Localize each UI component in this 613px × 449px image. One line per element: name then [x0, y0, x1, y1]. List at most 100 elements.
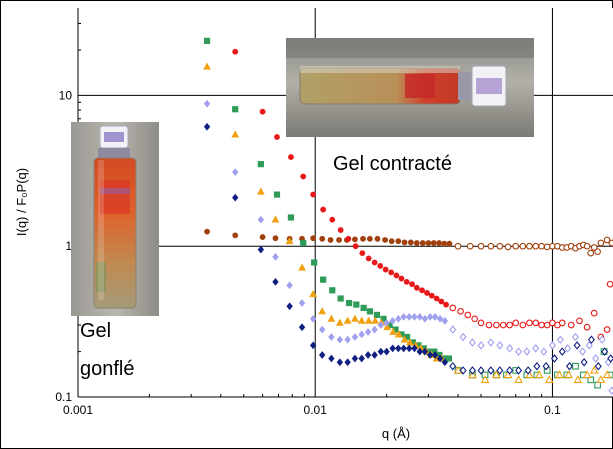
data-point — [337, 227, 344, 233]
data-point — [431, 351, 439, 359]
data-point — [512, 319, 520, 327]
data-point — [430, 240, 437, 246]
series-3 — [449, 280, 613, 341]
data-point — [257, 245, 265, 254]
data-point — [446, 240, 453, 247]
data-point — [519, 242, 527, 250]
data-point — [459, 332, 467, 342]
data-point — [587, 335, 595, 344]
data-point — [309, 341, 317, 350]
data-point — [394, 330, 403, 338]
x-axis-title: q (Å) — [382, 426, 410, 441]
data-point — [371, 316, 380, 324]
data-point — [232, 168, 239, 176]
data-point — [345, 235, 352, 242]
data-point — [336, 237, 342, 243]
data-point — [426, 351, 434, 359]
data-point — [468, 338, 476, 347]
data-point — [311, 259, 318, 266]
data-point — [204, 228, 210, 235]
data-point — [515, 366, 523, 375]
y-tick-label: 0.1 — [55, 390, 72, 404]
data-point — [441, 316, 449, 325]
data-point — [371, 325, 378, 334]
y-ticks: 0.1 1 10 — [55, 22, 81, 404]
data-point — [327, 314, 336, 322]
data-point — [286, 302, 293, 311]
data-point — [320, 206, 327, 213]
data-point — [533, 361, 541, 371]
data-point — [580, 357, 588, 367]
data-point — [310, 191, 317, 198]
data-point — [380, 315, 387, 322]
series-11 — [449, 335, 613, 375]
data-point — [565, 361, 574, 371]
data-point — [571, 332, 579, 342]
data-point — [329, 216, 336, 223]
data-point — [389, 344, 396, 353]
y-tick-label: 10 — [59, 88, 73, 102]
data-point — [538, 242, 545, 250]
data-point — [459, 366, 467, 375]
data-point — [413, 240, 420, 246]
data-point — [352, 243, 359, 250]
data-point — [438, 298, 445, 305]
data-point — [504, 243, 512, 251]
data-point — [443, 301, 449, 308]
photo-gel-gonfle — [71, 122, 159, 316]
data-point — [351, 354, 359, 363]
data-point — [556, 335, 564, 344]
data-point — [364, 328, 372, 336]
data-point — [383, 347, 390, 356]
data-point — [327, 237, 334, 243]
data-point — [453, 365, 463, 374]
data-point — [374, 235, 381, 242]
data-point — [515, 347, 523, 356]
data-point — [389, 316, 396, 325]
data-point — [318, 307, 327, 315]
data-point — [395, 314, 402, 323]
data-point — [336, 335, 344, 344]
data-point — [271, 215, 280, 223]
data-point — [601, 347, 609, 356]
data-point — [464, 311, 472, 319]
series-8 — [203, 99, 449, 344]
data-point — [319, 325, 326, 334]
data-point — [300, 239, 307, 247]
data-point — [523, 347, 531, 356]
data-point — [564, 370, 573, 379]
series-6 — [203, 62, 446, 362]
data-point — [544, 375, 554, 383]
data-point — [358, 330, 365, 339]
annotation-gel-gonfle-line2: gonflé — [80, 358, 135, 380]
data-point — [480, 375, 490, 383]
data-point — [457, 307, 464, 315]
data-point — [329, 287, 336, 294]
data-point — [351, 333, 359, 341]
data-point — [272, 235, 279, 242]
data-point — [366, 235, 373, 242]
data-point — [343, 316, 352, 324]
data-point — [388, 238, 395, 245]
data-point — [400, 335, 409, 343]
data-point — [594, 248, 601, 256]
x-ticks: 0.001 0.01 0.1 — [63, 394, 561, 417]
data-point — [298, 299, 306, 307]
data-point — [492, 321, 500, 329]
data-point — [585, 341, 593, 350]
data-point — [532, 242, 540, 250]
data-point — [506, 321, 513, 329]
data-point — [454, 242, 462, 250]
x-tick-label: 0.1 — [544, 403, 561, 417]
data-point — [359, 250, 366, 257]
data-point — [496, 242, 504, 250]
data-point — [231, 130, 240, 138]
data-point — [431, 312, 439, 321]
data-point — [403, 278, 410, 285]
data-point — [485, 321, 493, 329]
data-point — [232, 106, 239, 113]
data-point — [526, 319, 533, 327]
data-point — [377, 321, 384, 329]
data-point — [419, 287, 425, 294]
data-point — [606, 280, 613, 288]
